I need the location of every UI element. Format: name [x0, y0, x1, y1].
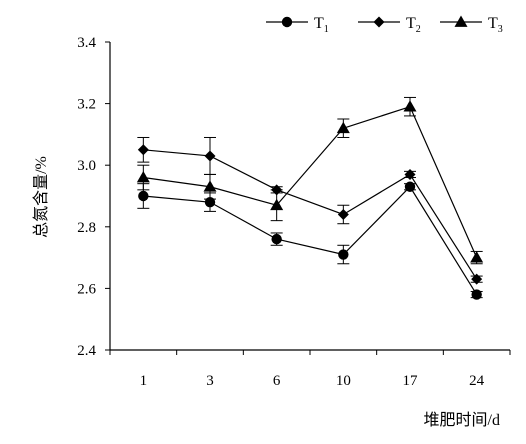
legend: T1 T2 T3	[266, 15, 503, 35]
data-point	[336, 121, 350, 134]
y-tick-label: 3.0	[77, 158, 96, 174]
y-axis-label: 总氮含量/%	[32, 156, 50, 238]
data-point	[403, 100, 417, 112]
x-tick-label: 17	[403, 373, 419, 389]
data-point	[337, 208, 349, 220]
data-point	[471, 289, 482, 300]
data-point	[204, 150, 216, 162]
series-layer	[136, 96, 484, 300]
x-tick-label: 10	[336, 373, 351, 389]
data-point	[136, 171, 150, 183]
y-tick-label: 3.4	[77, 35, 96, 51]
y-tick-label: 2.8	[77, 220, 96, 236]
legend-item: T3	[440, 15, 503, 35]
legend-item: T2	[358, 15, 421, 35]
x-tick-label: 1	[140, 373, 148, 389]
legend-marker	[281, 16, 293, 28]
axes: 2.4 2.6 2.8 3.0 3.2 3.4 1 3 6 10 17 24	[77, 35, 511, 389]
series-diamond	[137, 136, 483, 285]
legend-marker	[373, 16, 385, 28]
legend-label: T1	[314, 15, 329, 35]
x-tick-label: 6	[273, 373, 281, 389]
legend-item: T1	[266, 15, 329, 35]
series-line	[143, 185, 478, 295]
series-circle	[137, 181, 483, 300]
x-tick-label: 24	[469, 373, 485, 389]
data-point	[270, 198, 284, 211]
legend-marker	[454, 15, 468, 27]
data-point	[271, 233, 282, 245]
data-point	[471, 273, 483, 285]
series-line	[143, 149, 478, 280]
series-triangle	[136, 96, 484, 265]
y-tick-label: 2.4	[77, 343, 96, 359]
data-point	[203, 180, 217, 192]
data-point	[338, 249, 349, 260]
y-tick-label: 3.2	[77, 97, 96, 113]
data-point	[470, 251, 484, 263]
data-point	[137, 144, 149, 156]
data-point	[404, 168, 416, 180]
data-point	[138, 190, 149, 202]
legend-label: T3	[488, 15, 503, 35]
data-point	[404, 181, 416, 192]
legend-label: T2	[406, 15, 421, 35]
series-line	[143, 105, 478, 258]
y-tick-label: 2.6	[77, 281, 96, 297]
x-axis-label: 堆肥时间/d	[424, 411, 500, 429]
x-tick-label: 3	[206, 373, 214, 389]
